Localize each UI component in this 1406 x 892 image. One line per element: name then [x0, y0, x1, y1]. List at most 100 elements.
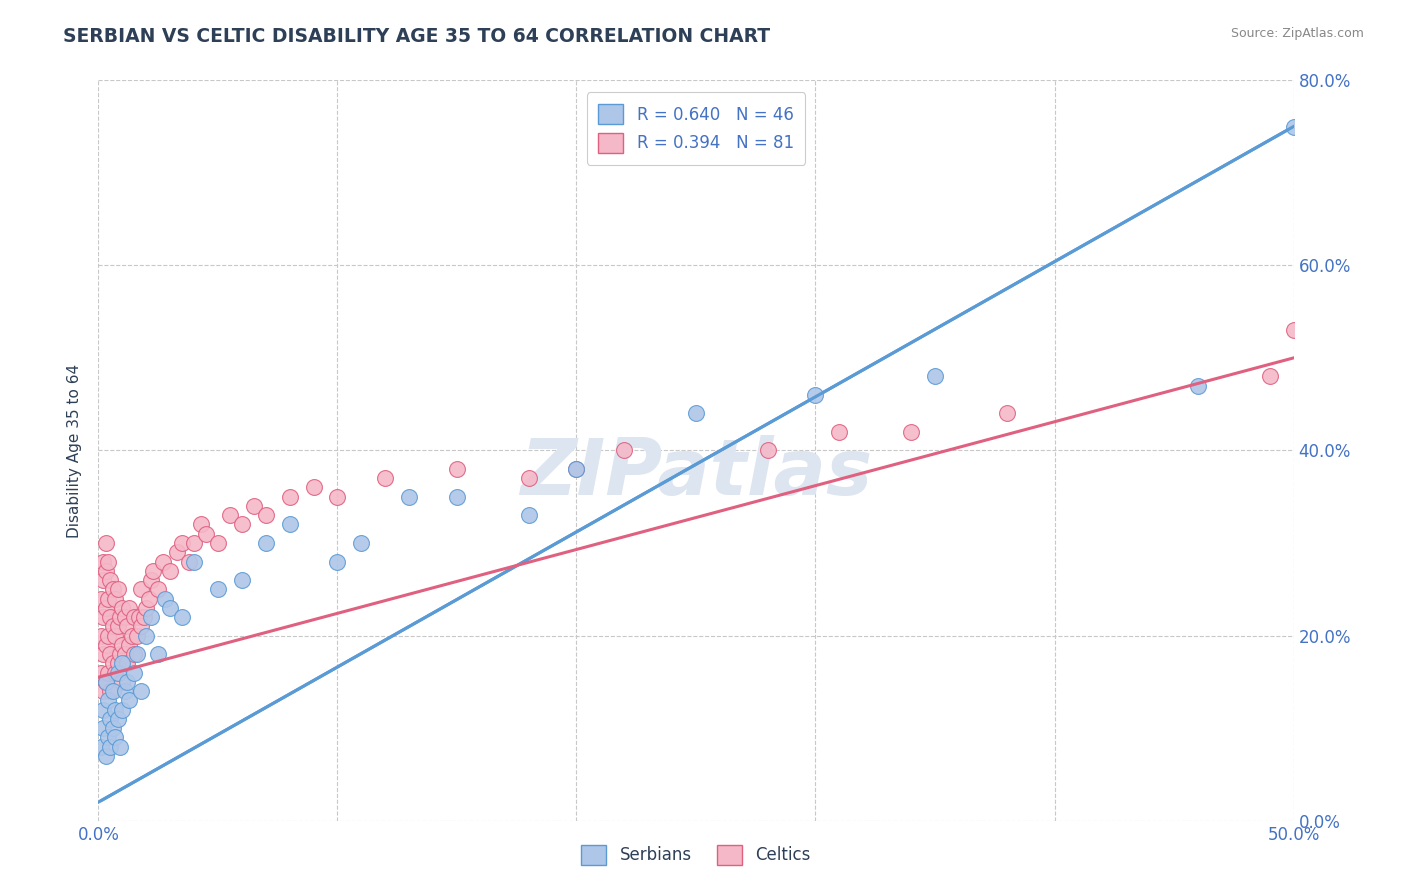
Point [125, 628, 148, 642]
Point [1187, 378, 1209, 392]
Point [756, 443, 779, 458]
Y-axis label: Disability Age 35 to 64: Disability Age 35 to 64 [67, 363, 83, 538]
Point [111, 600, 134, 615]
Point [517, 471, 540, 485]
Point [114, 684, 136, 698]
Point [350, 536, 373, 550]
Text: SERBIAN VS CELTIC DISABILITY AGE 35 TO 64 CORRELATION CHART: SERBIAN VS CELTIC DISABILITY AGE 35 TO 6… [63, 27, 770, 45]
Point [183, 536, 205, 550]
Point [94, 600, 117, 615]
Point [97, 693, 120, 707]
Point [243, 499, 266, 513]
Point [98, 712, 122, 726]
Point [118, 638, 141, 652]
Point [97, 628, 120, 642]
Point [231, 517, 253, 532]
Point [111, 674, 134, 689]
Point [121, 628, 143, 642]
Point [98, 573, 122, 587]
Point [172, 610, 194, 624]
Point [207, 582, 229, 597]
Point [446, 490, 468, 504]
Point [195, 526, 218, 541]
Point [131, 582, 153, 597]
Point [115, 619, 138, 633]
Text: Source: ZipAtlas.com: Source: ZipAtlas.com [1230, 27, 1364, 40]
Point [278, 517, 301, 532]
Point [101, 582, 124, 597]
Point [131, 619, 153, 633]
Point [118, 693, 141, 707]
Point [91, 684, 114, 698]
Point [91, 610, 114, 624]
Point [107, 582, 129, 597]
Point [107, 619, 129, 633]
Point [231, 573, 253, 587]
Point [101, 657, 124, 671]
Point [374, 471, 396, 485]
Point [108, 739, 131, 754]
Point [97, 554, 120, 569]
Point [398, 490, 420, 504]
Point [1282, 120, 1305, 134]
Point [114, 647, 136, 661]
Point [97, 665, 120, 680]
Point [326, 490, 349, 504]
Point [139, 573, 162, 587]
Point [90, 628, 112, 642]
Point [124, 665, 146, 680]
Point [90, 739, 112, 754]
Point [139, 610, 162, 624]
Point [90, 591, 112, 606]
Point [90, 665, 112, 680]
Point [254, 508, 277, 523]
Point [98, 647, 122, 661]
Point [98, 739, 122, 754]
Point [517, 508, 540, 523]
Point [166, 545, 188, 559]
Point [107, 665, 129, 680]
Point [114, 610, 136, 624]
Point [1282, 323, 1305, 337]
Point [135, 628, 157, 642]
Point [565, 462, 588, 476]
Point [104, 665, 127, 680]
Point [1258, 369, 1281, 384]
Point [97, 731, 120, 745]
Point [91, 573, 114, 587]
Point [107, 657, 129, 671]
Point [159, 564, 181, 578]
Point [101, 619, 124, 633]
Point [148, 582, 170, 597]
Point [302, 481, 325, 495]
Point [132, 610, 155, 624]
Point [159, 600, 181, 615]
Point [254, 536, 277, 550]
Point [91, 721, 114, 735]
Point [148, 647, 170, 661]
Point [124, 610, 146, 624]
Point [183, 554, 205, 569]
Point [111, 657, 134, 671]
Point [91, 554, 114, 569]
Point [172, 536, 194, 550]
Point [900, 425, 922, 439]
Point [828, 425, 851, 439]
Text: ZIPatlas: ZIPatlas [520, 434, 872, 511]
Point [111, 703, 134, 717]
Point [104, 703, 127, 717]
Point [94, 748, 117, 763]
Point [142, 564, 165, 578]
Point [98, 610, 122, 624]
Point [924, 369, 946, 384]
Point [104, 591, 127, 606]
Point [219, 508, 242, 523]
Point [98, 684, 122, 698]
Point [190, 517, 212, 532]
Point [108, 610, 131, 624]
Point [138, 591, 160, 606]
Point [685, 407, 707, 421]
Point [94, 638, 117, 652]
Point [152, 554, 174, 569]
Point [94, 536, 117, 550]
